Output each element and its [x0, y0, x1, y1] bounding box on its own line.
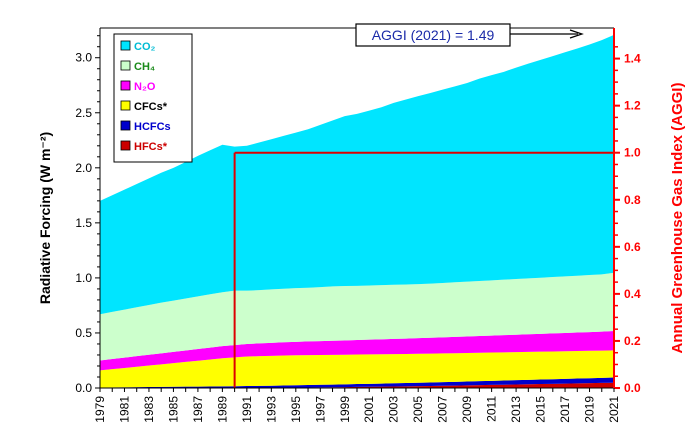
left-tick-label: 2.0	[75, 161, 92, 175]
x-tick-label: 2015	[534, 396, 548, 423]
right-y-axis: 0.0 0.2 0.4 0.6 0.8 1.0 1.2 1.4	[614, 46, 641, 395]
x-tick-label: 2021	[607, 396, 621, 423]
area-series-2	[100, 350, 614, 388]
x-tick-label: 1991	[240, 396, 254, 423]
right-tick-label: 1.4	[624, 52, 641, 66]
area-series-5	[100, 34, 614, 315]
x-tick-label: 1979	[93, 396, 107, 423]
stacked-area-layers	[100, 34, 614, 388]
x-tick-label: 2007	[436, 396, 450, 423]
x-tick-label: 2013	[509, 396, 523, 423]
x-tick-label: 2019	[583, 396, 597, 423]
legend: CO₂ CH₄ N₂O CFCs* HCFCs HFCs*	[113, 33, 193, 163]
annotation-text: AGGI (2021) = 1.49	[372, 27, 495, 43]
right-tick-label: 0.2	[624, 334, 641, 348]
legend-label: CO₂	[134, 41, 156, 53]
area-series-4	[100, 272, 614, 361]
left-tick-label: 0.5	[75, 326, 92, 340]
legend-label: HFCs*	[134, 141, 168, 153]
reference-1990-box	[233, 151, 614, 388]
area-series-1	[100, 377, 614, 388]
x-tick-label: 1989	[215, 396, 229, 423]
left-tick-label: 1.5	[75, 216, 92, 230]
left-tick-label: 3.0	[75, 51, 92, 65]
left-y-axis: 0.0 0.5 1.0 1.5 2.0 2.5 3.0	[75, 35, 100, 395]
x-tick-label: 1999	[338, 396, 352, 423]
x-tick-label: 1997	[313, 396, 327, 423]
legend-swatch	[120, 40, 131, 51]
x-tick-label: 2017	[558, 396, 572, 423]
x-tick-label: 1985	[166, 396, 180, 423]
annotation-box	[355, 23, 511, 47]
legend-label: HCFCs	[134, 121, 171, 133]
x-tick-label: 1993	[264, 396, 278, 423]
area-series-0	[100, 382, 614, 388]
x-tick-label: 2005	[411, 396, 425, 423]
right-tick-label: 0.6	[624, 240, 641, 254]
aggi-annotation: AGGI (2021) = 1.49	[355, 23, 584, 47]
legend-swatch	[120, 60, 131, 71]
right-tick-label: 1.2	[624, 99, 641, 113]
legend-swatch	[120, 100, 131, 111]
x-tick-label: 1981	[117, 396, 131, 423]
legend-label: CH₄	[134, 61, 155, 73]
right-tick-label: 0.0	[624, 381, 641, 395]
legend-swatch	[120, 120, 131, 131]
left-tick-label: 1.0	[75, 271, 92, 285]
x-tick-label: 1995	[289, 396, 303, 423]
right-tick-label: 0.8	[624, 193, 641, 207]
x-tick-label: 2011	[485, 396, 499, 422]
legend-label: N₂O	[134, 81, 156, 93]
right-tick-label: 1.0	[624, 146, 641, 160]
left-tick-label: 2.5	[75, 106, 92, 120]
x-tick-label: 1983	[142, 396, 156, 423]
x-tick-label: 2009	[460, 396, 474, 423]
x-tick-label: 2001	[362, 396, 376, 423]
left-tick-label: 0.0	[75, 381, 92, 395]
y-axis-title-left: Radiative Forcing (W m⁻²)	[37, 132, 53, 304]
y-axis-title-right: Annual Greenhouse Gas Index (AGGI)	[669, 83, 686, 354]
x-axis: 1979 1981 1983 1985 1987 1989 1991 1993 1995 1997…	[93, 388, 621, 423]
legend-label: CFCs*	[134, 101, 168, 113]
annotation-arrow-head	[569, 29, 584, 39]
legend-swatch	[120, 140, 131, 151]
legend-swatch	[120, 80, 131, 91]
x-tick-label: 1987	[191, 396, 205, 423]
area-series-3	[100, 330, 614, 371]
right-tick-label: 0.4	[624, 287, 641, 301]
x-tick-label: 2003	[387, 396, 401, 423]
